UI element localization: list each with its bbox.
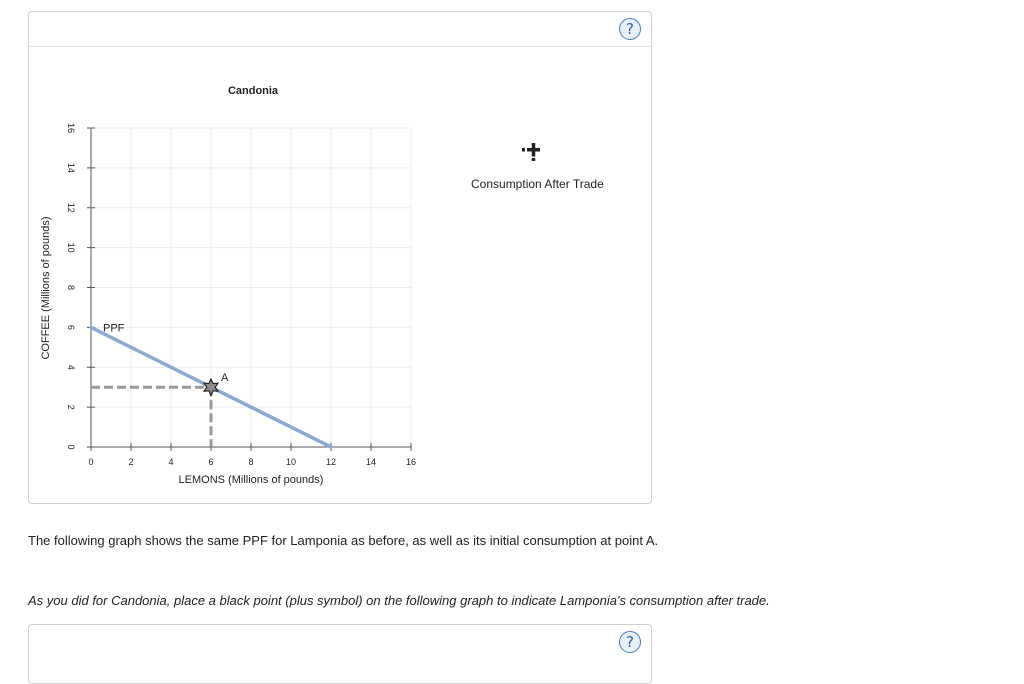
y-axis-title: COFFEE (Millions of pounds) [40, 216, 52, 359]
x-tick-label: 4 [168, 457, 173, 467]
plus-icon[interactable] [521, 139, 543, 161]
x-tick-label: 14 [366, 457, 376, 467]
y-tick-label: 12 [66, 203, 76, 213]
instruction-text: The following graph shows the same PPF f… [28, 533, 659, 548]
y-tick-label: 10 [66, 243, 76, 253]
grid [90, 127, 412, 448]
panel-header: ? [29, 12, 651, 47]
task-text: As you did for Candonia, place a black p… [28, 593, 770, 608]
y-tick-label: 14 [66, 163, 76, 173]
x-tick-label: 10 [286, 457, 296, 467]
ppf-label: PPF [103, 322, 125, 334]
point-a-marker[interactable] [202, 377, 220, 397]
help-icon[interactable]: ? [619, 631, 641, 653]
lamponia-graph-panel: ? [28, 624, 652, 684]
x-tick-label: 8 [248, 457, 253, 467]
x-tick-label: 16 [406, 457, 416, 467]
x-tick-label: 0 [88, 457, 93, 467]
ppf-graph: 0 2 4 6 8 10 12 14 16 0 2 4 6 8 10 12 14 16 Candonia LEMO… [40, 85, 416, 486]
legend-label: Consumption After Trade [471, 177, 604, 191]
x-axis-title: LEMONS (Millions of pounds) [179, 474, 324, 486]
x-tick-label: 6 [208, 457, 213, 467]
y-tick-label: 8 [66, 285, 76, 290]
y-tick-label: 2 [66, 405, 76, 410]
plot-area[interactable]: PPF A [89, 322, 333, 449]
y-tick-label: 4 [66, 365, 76, 370]
y-tick-label: 6 [66, 325, 76, 330]
help-icon[interactable]: ? [619, 18, 641, 40]
x-tick-label: 12 [326, 457, 336, 467]
chart-title: Candonia [228, 85, 279, 97]
x-tick-label: 2 [128, 457, 133, 467]
ticks: 0 2 4 6 8 10 12 14 16 0 2 4 6 8 10 12 14 16 [66, 123, 416, 467]
graph-panel: ? 0 2 4 6 8 10 12 14 16 0 2 4 6 8 10 12 14 16 Candonia LE… [28, 11, 652, 504]
consumption-tool[interactable] [521, 139, 543, 161]
y-tick-label: 16 [66, 123, 76, 133]
y-tick-label: 0 [66, 444, 76, 449]
point-a-label: A [221, 372, 229, 384]
